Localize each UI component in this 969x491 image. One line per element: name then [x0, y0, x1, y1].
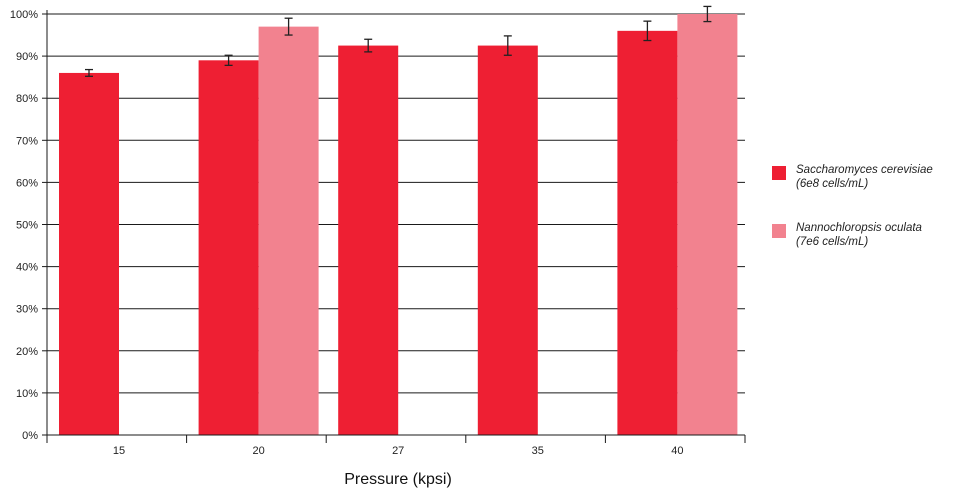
x-tick-label: 27: [392, 445, 404, 457]
y-tick-labels: 0% 10% 20% 30% 40% 50% 60% 70% 80% 90% 100%: [10, 9, 38, 442]
y-tick-label: 10%: [16, 388, 38, 400]
legend-item-saccharomyces: Saccharomyces cerevisiae (6e8 cells/mL): [772, 163, 962, 191]
x-tick-label: 40: [671, 445, 683, 457]
bar: [59, 72, 119, 435]
legend: Saccharomyces cerevisiae (6e8 cells/mL) …: [772, 163, 962, 279]
x-tick-label: 15: [113, 445, 125, 457]
error-bars: [85, 5, 712, 77]
y-tick-label: 40%: [16, 262, 38, 274]
y-tick-label: 50%: [16, 220, 38, 232]
x-tick-labels: 15 20 27 35 40: [113, 445, 684, 457]
y-tick-label: 70%: [16, 135, 38, 147]
bar: [617, 30, 678, 436]
x-axis-title: Pressure (kpsi): [344, 471, 452, 488]
axes: [42, 10, 746, 443]
legend-item-nannochloropsis: Nannochloropsis oculata (7e6 cells/mL): [772, 221, 962, 249]
y-tick-label: 80%: [16, 93, 38, 105]
legend-label-saccharomyces: Saccharomyces cerevisiae (6e8 cells/mL): [796, 163, 933, 191]
legend-label-line1: Nannochloropsis oculata: [796, 222, 922, 234]
y-tick-label: 20%: [16, 346, 38, 358]
y-tick-label: 100%: [10, 9, 38, 21]
bar: [477, 45, 538, 435]
y-tick-label: 60%: [16, 177, 38, 189]
bar: [338, 45, 399, 435]
y-tick-label: 30%: [16, 304, 38, 316]
y-tick-label: 0%: [22, 430, 38, 442]
legend-swatch-nannochloropsis: [772, 224, 786, 238]
y-tick-label: 90%: [16, 51, 38, 63]
bars: [59, 14, 738, 436]
legend-label-line2: (7e6 cells/mL): [796, 236, 869, 248]
legend-label-line1: Saccharomyces cerevisiae: [796, 164, 933, 176]
bar: [198, 60, 259, 436]
legend-swatch-saccharomyces: [772, 166, 786, 180]
bar: [258, 26, 319, 435]
x-tick-label: 20: [252, 445, 264, 457]
bar: [677, 14, 738, 435]
legend-label-line2: (6e8 cells/mL): [796, 178, 869, 190]
legend-label-nannochloropsis: Nannochloropsis oculata (7e6 cells/mL): [796, 221, 922, 249]
x-tick-label: 35: [532, 445, 544, 457]
